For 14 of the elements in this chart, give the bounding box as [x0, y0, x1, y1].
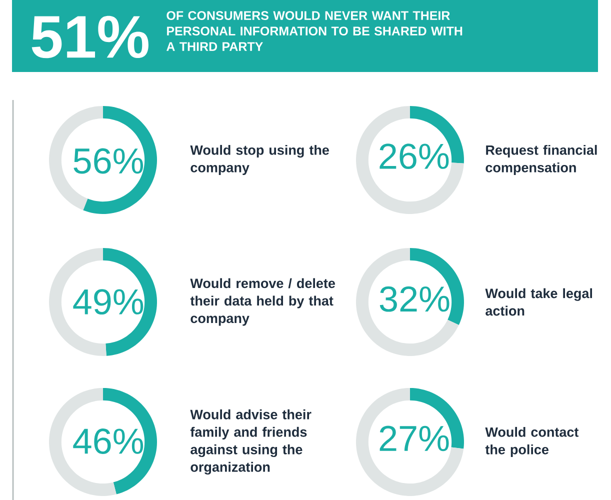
- text: Would remove / delete their data held by that company: [190, 278, 336, 326]
- text: Request financial compensation: [486, 144, 597, 176]
- text: 51%: [32, 16, 148, 58]
- data-label: 46%: [73, 428, 144, 454]
- data-label: 32%: [380, 286, 450, 312]
- data-label: 27%: [380, 426, 449, 452]
- text: OF CONSUMERS WOULD NEVER WANT THEIR PERSONAL INFORMATION TO BE SHARED WITH A THIRD PARTY: [166, 11, 462, 51]
- text: Would contact the police: [485, 426, 579, 458]
- text: Would advise their family and friends against using the organization: [190, 409, 312, 475]
- text: Would take legal action: [485, 288, 592, 316]
- data-label: 56%: [74, 148, 144, 174]
- text: Would stop using the company: [190, 144, 329, 176]
- data-label: 26%: [380, 144, 449, 170]
- data-label: 49%: [73, 289, 144, 315]
